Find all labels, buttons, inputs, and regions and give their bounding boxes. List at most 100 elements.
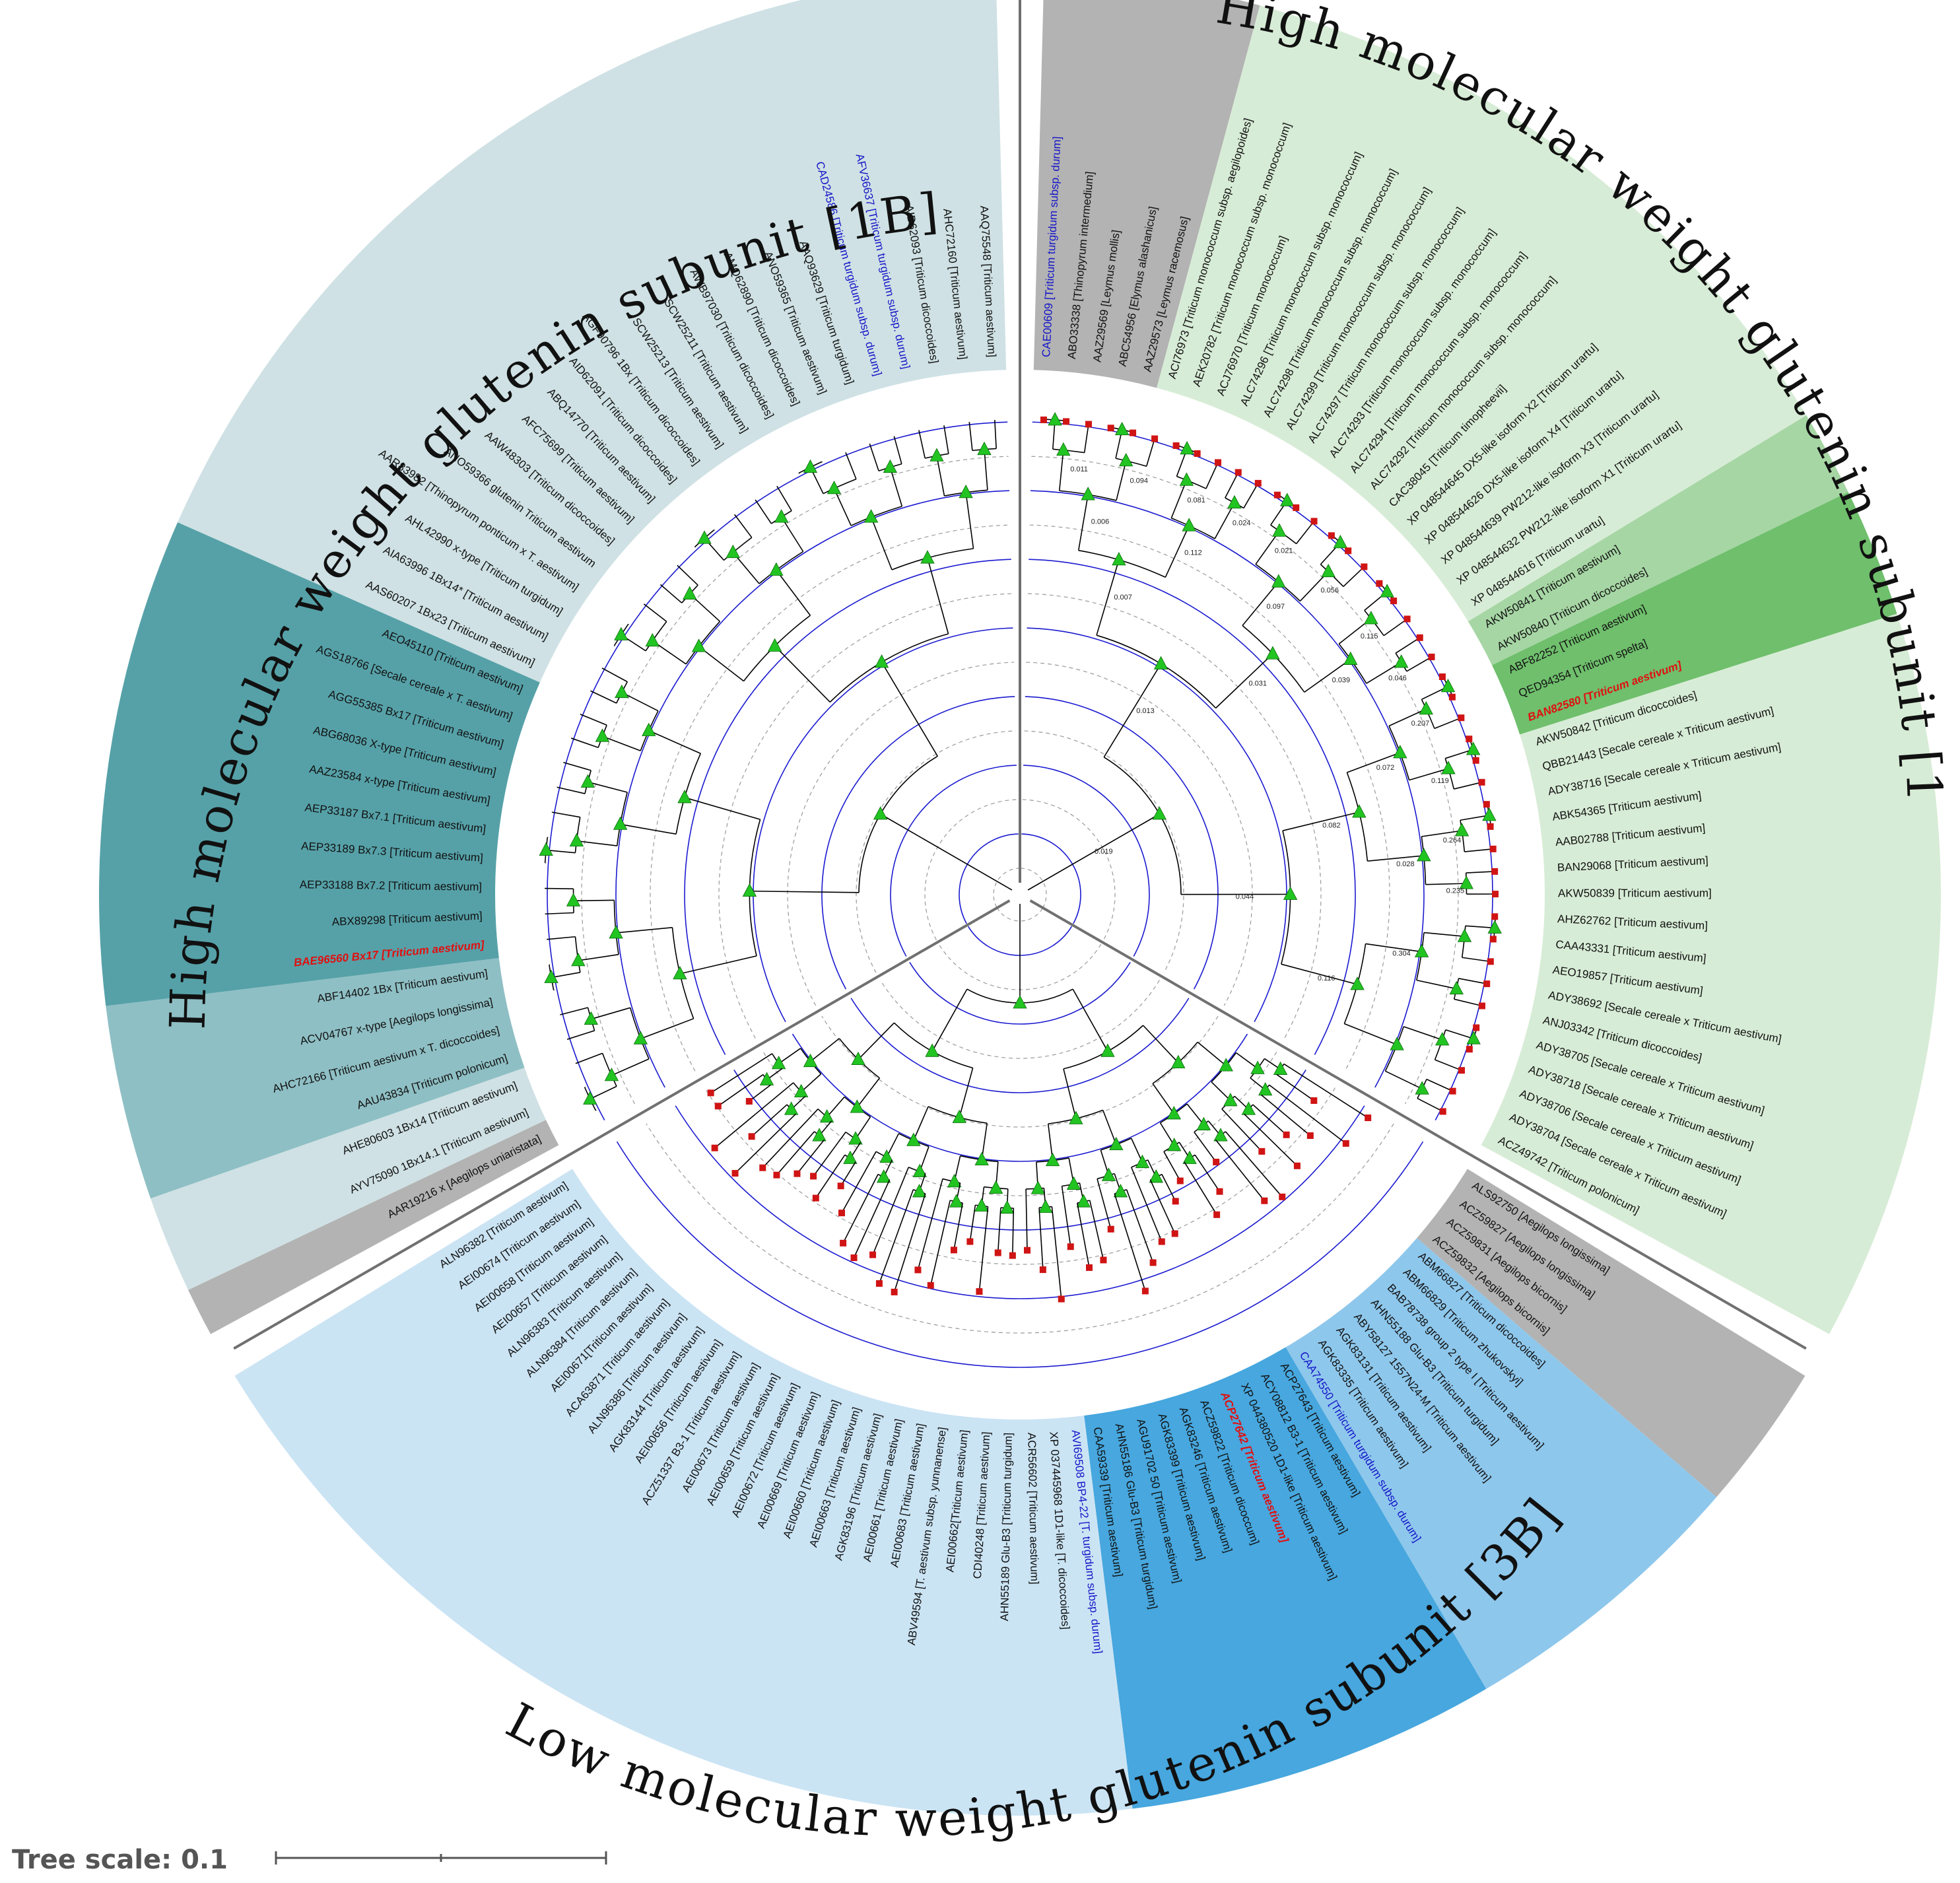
leaf-branch <box>1464 848 1493 852</box>
leaf-marker <box>850 1254 858 1262</box>
internal-branch <box>1116 460 1127 501</box>
leaf-branch <box>749 1084 771 1102</box>
separator-line <box>1029 899 1807 1350</box>
internal-branch <box>870 516 893 570</box>
bootstrap-triangle <box>615 684 629 699</box>
bootstrap-triangle <box>1352 804 1367 818</box>
leaf-marker <box>1448 693 1456 701</box>
bootstrap-triangle <box>633 1031 648 1044</box>
leaf-branch <box>841 1151 877 1214</box>
internal-branch <box>965 492 974 549</box>
internal-arc <box>675 753 702 835</box>
leaf-branch <box>1061 1186 1071 1247</box>
internal-branch <box>1423 932 1465 938</box>
scale-ring <box>959 833 1019 924</box>
leaf-branch <box>1051 1206 1062 1299</box>
internal-branch <box>959 1068 974 1118</box>
leaf-marker <box>1279 1193 1286 1200</box>
separator-line <box>233 899 1011 1350</box>
bootstrap-triangle <box>539 842 553 856</box>
internal-branch <box>1152 1083 1174 1114</box>
leaf-marker <box>1491 891 1499 898</box>
leaf-branch <box>1252 1104 1287 1136</box>
leaf-marker <box>748 1133 755 1140</box>
bootstrap-triangle <box>827 481 842 495</box>
internal-branch <box>679 955 757 975</box>
branch-value: 0.031 <box>1248 680 1267 688</box>
internal-branch <box>1058 450 1064 491</box>
leaf-marker <box>731 1170 739 1177</box>
bootstrap-triangle <box>850 1099 864 1113</box>
leaf-branch <box>1131 1167 1163 1242</box>
leaf-branch <box>1077 1202 1090 1268</box>
leaf-marker <box>1458 714 1465 722</box>
internal-branch <box>1215 653 1273 709</box>
branch-value: 0.028 <box>1396 860 1415 868</box>
leaf-marker <box>1483 980 1491 988</box>
branch-value: 0.072 <box>1376 764 1395 772</box>
internal-branch <box>1281 963 1358 985</box>
bootstrap-triangle <box>1272 523 1287 537</box>
internal-arc <box>1063 1025 1144 1070</box>
leaf-branch <box>1161 1174 1176 1202</box>
bootstrap-triangle <box>1056 442 1071 456</box>
bootstrap-triangle <box>1390 1037 1404 1050</box>
leaf-branch <box>943 425 949 454</box>
leaf-marker <box>1172 442 1180 449</box>
bootstrap-triangle <box>1227 495 1242 509</box>
tree-branches: 0.019 0.013 0.007 0.006 0.011 0.094 0.112 0.081… <box>539 412 1502 1303</box>
internal-branch <box>1425 883 1467 885</box>
branch-value: 0.235 <box>1446 887 1465 895</box>
internal-branch <box>858 1022 895 1060</box>
bootstrap-triangle <box>1457 928 1472 942</box>
leaf-branch <box>840 1161 856 1186</box>
bootstrap-triangle <box>1182 1150 1197 1164</box>
scale-ring <box>704 1087 1335 1265</box>
scale-ring <box>718 593 1013 1039</box>
leaf-marker <box>1024 1247 1031 1254</box>
leaf-marker <box>1234 469 1242 476</box>
leaf-marker <box>1491 868 1499 875</box>
leaf-marker <box>1489 845 1497 852</box>
internal-branch <box>1077 494 1089 551</box>
leaf-marker <box>1449 1087 1456 1095</box>
internal-branch <box>1159 1122 1175 1146</box>
bootstrap-triangle <box>767 638 782 652</box>
leaf-marker <box>1258 1147 1266 1155</box>
leaf-marker <box>837 1182 844 1190</box>
bootstrap-triangle <box>873 806 888 820</box>
leaf-marker <box>1479 1002 1486 1010</box>
scale-ring <box>1026 662 1253 1006</box>
leaf-marker <box>1261 1197 1268 1204</box>
bootstrap-triangle <box>1241 1101 1256 1115</box>
bootstrap-triangle <box>604 1068 619 1081</box>
leaf-branch <box>714 530 715 531</box>
scale-ring <box>762 1051 1277 1196</box>
internal-branch <box>1236 1052 1258 1069</box>
leaf-branch <box>551 811 580 818</box>
clade-band <box>1417 1169 1806 1497</box>
bootstrap-triangle <box>1213 1128 1228 1142</box>
bootstrap-triangle <box>642 722 656 736</box>
bootstrap-triangle <box>1045 1152 1060 1167</box>
clade-band <box>234 1169 1133 1816</box>
bootstrap-triangle <box>848 1131 863 1145</box>
bootstrap-triangle <box>874 654 889 668</box>
bootstrap-triangle <box>1419 701 1433 715</box>
clade-color-bands <box>99 0 1941 1816</box>
bootstrap-triangle <box>1459 875 1473 889</box>
scale-ring <box>615 490 1010 1088</box>
leaf-marker <box>1439 1108 1446 1115</box>
bootstrap-triangle <box>1076 1194 1091 1208</box>
leaf-branch <box>1395 637 1421 654</box>
scale-ring <box>1029 524 1390 1072</box>
bootstrap-triangle <box>999 1200 1015 1214</box>
internal-branch <box>931 988 968 1052</box>
branch-value: 0.007 <box>1114 594 1132 601</box>
leaf-marker <box>707 1089 714 1097</box>
internal-branch <box>1063 1068 1077 1119</box>
bootstrap-triangle <box>988 1180 1003 1194</box>
bootstrap-triangle <box>949 1194 964 1208</box>
bootstrap-triangle <box>571 952 586 967</box>
scale-ring <box>997 908 1043 922</box>
